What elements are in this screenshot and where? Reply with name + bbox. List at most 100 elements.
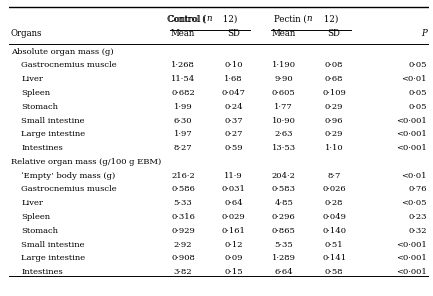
Text: Gastrocnemius muscle: Gastrocnemius muscle <box>21 185 117 193</box>
Text: 11·54: 11·54 <box>171 75 195 83</box>
Text: 6·30: 6·30 <box>174 117 192 125</box>
Text: 1·97: 1·97 <box>174 130 192 138</box>
Text: 0·58: 0·58 <box>325 268 343 276</box>
Text: 0·316: 0·316 <box>171 213 195 221</box>
Text: 0·64: 0·64 <box>224 199 242 207</box>
Text: 0·76: 0·76 <box>408 185 427 193</box>
Text: 0·026: 0·026 <box>322 185 346 193</box>
Text: 0·59: 0·59 <box>224 144 242 152</box>
Text: 0·23: 0·23 <box>408 213 427 221</box>
Text: <0·01: <0·01 <box>401 75 427 83</box>
Text: Small intestine: Small intestine <box>21 117 85 125</box>
Text: <0·01: <0·01 <box>401 172 427 180</box>
Text: 0·09: 0·09 <box>224 254 242 262</box>
Text: Gastrocnemius muscle: Gastrocnemius muscle <box>21 61 117 69</box>
Text: 0·27: 0·27 <box>224 130 242 138</box>
Text: Small intestine: Small intestine <box>21 241 85 249</box>
Text: <0·001: <0·001 <box>396 241 427 249</box>
Text: Large intestine: Large intestine <box>21 130 85 138</box>
Text: n: n <box>206 15 212 23</box>
Text: 12): 12) <box>321 15 338 23</box>
Text: 0·24: 0·24 <box>224 103 242 111</box>
Text: 0·865: 0·865 <box>272 227 296 235</box>
Text: 8·27: 8·27 <box>174 144 192 152</box>
Text: P: P <box>421 29 427 38</box>
Text: 0·140: 0·140 <box>322 227 346 235</box>
Text: <0·001: <0·001 <box>396 130 427 138</box>
Text: 0·96: 0·96 <box>325 117 343 125</box>
Text: 1·289: 1·289 <box>272 254 296 262</box>
Text: 2·63: 2·63 <box>275 130 293 138</box>
Text: 3·82: 3·82 <box>174 268 192 276</box>
Text: 0·141: 0·141 <box>322 254 346 262</box>
Text: 5·33: 5·33 <box>174 199 192 207</box>
Text: SD: SD <box>227 29 240 38</box>
Text: Stomach: Stomach <box>21 227 58 235</box>
Text: SD: SD <box>328 29 341 38</box>
Text: <0·001: <0·001 <box>396 117 427 125</box>
Text: 0·28: 0·28 <box>325 199 343 207</box>
Text: 0·32: 0·32 <box>408 227 427 235</box>
Text: 4·85: 4·85 <box>275 199 293 207</box>
Text: 204·2: 204·2 <box>272 172 296 180</box>
Text: 0·08: 0·08 <box>325 61 343 69</box>
Text: Stomach: Stomach <box>21 103 58 111</box>
Text: <0·001: <0·001 <box>396 144 427 152</box>
Text: 0·296: 0·296 <box>272 213 296 221</box>
Text: 1·99: 1·99 <box>174 103 192 111</box>
Text: Liver: Liver <box>21 199 43 207</box>
Text: 0·05: 0·05 <box>408 61 427 69</box>
Text: 1·68: 1·68 <box>224 75 242 83</box>
Text: Liver: Liver <box>21 75 43 83</box>
Text: 0·37: 0·37 <box>224 117 242 125</box>
Text: 6·64: 6·64 <box>275 268 293 276</box>
Text: 0·029: 0·029 <box>222 213 245 221</box>
Text: 0·908: 0·908 <box>171 254 195 262</box>
Text: Spleen: Spleen <box>21 89 50 97</box>
Text: 0·586: 0·586 <box>171 185 195 193</box>
Text: Mean: Mean <box>271 29 296 38</box>
Text: 0·929: 0·929 <box>171 227 195 235</box>
Text: 9·90: 9·90 <box>275 75 293 83</box>
Text: 216·2: 216·2 <box>171 172 195 180</box>
Text: Relative organ mass (g/100 g EBM): Relative organ mass (g/100 g EBM) <box>11 158 161 166</box>
Text: 0·031: 0·031 <box>221 185 246 193</box>
Text: 0·047: 0·047 <box>221 89 246 97</box>
Text: 0·29: 0·29 <box>325 130 343 138</box>
Text: 1·190: 1·190 <box>272 61 296 69</box>
Text: 0·109: 0·109 <box>322 89 346 97</box>
Text: Control (: Control ( <box>168 15 206 23</box>
Text: 0·583: 0·583 <box>272 185 296 193</box>
Text: Intestines: Intestines <box>21 144 63 152</box>
Text: 0·161: 0·161 <box>221 227 246 235</box>
Text: 0·05: 0·05 <box>408 103 427 111</box>
Text: 0·682: 0·682 <box>171 89 195 97</box>
Text: Mean: Mean <box>171 29 195 38</box>
Text: 5·35: 5·35 <box>275 241 293 249</box>
Text: 1·10: 1·10 <box>325 144 343 152</box>
Text: 0·51: 0·51 <box>325 241 343 249</box>
Text: 1·268: 1·268 <box>171 61 195 69</box>
Text: Spleen: Spleen <box>21 213 50 221</box>
Text: 10·90: 10·90 <box>272 117 296 125</box>
Text: Control (: Control ( <box>168 15 208 23</box>
Text: 0·29: 0·29 <box>325 103 343 111</box>
Text: 0·10: 0·10 <box>224 61 242 69</box>
Text: <0·05: <0·05 <box>401 199 427 207</box>
Text: Large intestine: Large intestine <box>21 254 85 262</box>
Text: <0·001: <0·001 <box>396 268 427 276</box>
Text: 1·77: 1·77 <box>275 103 293 111</box>
Text: 0·15: 0·15 <box>224 268 242 276</box>
Text: n: n <box>307 15 312 23</box>
Text: Organs: Organs <box>11 29 42 38</box>
Text: 12): 12) <box>220 15 237 23</box>
Text: Absolute organ mass (g): Absolute organ mass (g) <box>11 48 113 56</box>
Text: 2·92: 2·92 <box>174 241 192 249</box>
Text: 0·049: 0·049 <box>322 213 346 221</box>
Text: 0·05: 0·05 <box>408 89 427 97</box>
Text: 13·53: 13·53 <box>271 144 296 152</box>
Text: 8·7: 8·7 <box>327 172 341 180</box>
Text: ‘Empty’ body mass (g): ‘Empty’ body mass (g) <box>21 172 116 180</box>
Text: <0·001: <0·001 <box>396 254 427 262</box>
Text: Pectin (: Pectin ( <box>274 15 307 23</box>
